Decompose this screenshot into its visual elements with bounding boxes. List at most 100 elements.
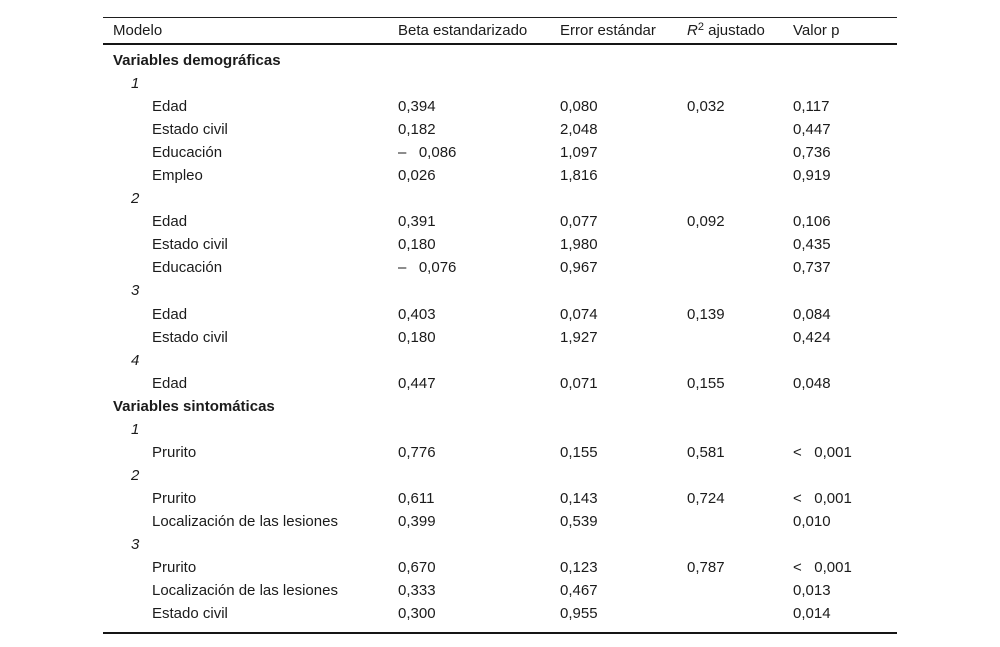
cell-label: 1: [131, 75, 140, 93]
cell-beta: – 0,086: [398, 144, 457, 162]
column-header-r2-ajustado: R2 ajustado: [687, 21, 793, 39]
table-row: Edad 0,394 0,080 0,032 0,117: [103, 95, 897, 118]
cell-r2-ajustado: 0,092: [687, 213, 725, 231]
column-header-modelo: Modelo: [113, 22, 163, 39]
cell-valor-p: 0,014: [793, 605, 831, 623]
table-row: 2: [103, 187, 897, 210]
cell-beta: 0,180: [398, 328, 436, 346]
cell-label: Prurito: [152, 443, 197, 461]
cell-label: Estado civil: [152, 236, 228, 254]
r2-symbol: R: [687, 22, 698, 39]
cell-valor-p: < 0,001: [793, 489, 852, 507]
table-row: Prurito 0,670 0,123 0,787 < 0,001: [103, 556, 897, 579]
cell-valor-p: 0,919: [793, 167, 831, 185]
table-row: Educación – 0,086 1,097 0,736: [103, 141, 897, 164]
cell-label: Educación: [152, 144, 223, 162]
cell-valor-p: 0,013: [793, 582, 831, 600]
cell-label: 2: [131, 466, 140, 484]
cell-error-estandar: 1,097: [560, 144, 598, 162]
table-row: 1: [103, 72, 897, 95]
table-row: Localización de las lesiones 0,399 0,539 0,…: [103, 510, 897, 533]
cell-beta: 0,333: [398, 582, 436, 600]
cell-r2-ajustado: 0,032: [687, 98, 725, 116]
cell-valor-p: 0,447: [793, 121, 831, 139]
column-header-valor-p: Valor p: [793, 22, 840, 39]
cell-error-estandar: 2,048: [560, 121, 598, 139]
cell-valor-p: 0,435: [793, 236, 831, 254]
cell-error-estandar: 0,143: [560, 489, 598, 507]
column-header-beta-estandarizado: Beta estandarizado: [398, 22, 528, 39]
cell-error-estandar: 1,927: [560, 328, 598, 346]
table-row: 3: [103, 279, 897, 302]
cell-beta: 0,180: [398, 236, 436, 254]
cell-beta: 0,026: [398, 167, 436, 185]
table-header-row: Modelo Beta estandarizado Error estándar…: [103, 17, 897, 45]
cell-label: Variables demográficas: [113, 52, 281, 70]
cell-valor-p: 0,048: [793, 374, 831, 392]
cell-label: Prurito: [152, 489, 197, 507]
cell-valor-p: 0,736: [793, 144, 831, 162]
column-header-error-estandar: Error estándar: [560, 22, 656, 39]
cell-error-estandar: 0,967: [560, 259, 598, 277]
cell-valor-p: 0,106: [793, 213, 831, 231]
cell-error-estandar: 0,074: [560, 305, 598, 323]
cell-label: 2: [131, 190, 140, 208]
table-row: 4: [103, 349, 897, 372]
cell-label: Variables sintomáticas: [113, 397, 275, 415]
cell-valor-p: 0,737: [793, 259, 831, 277]
cell-r2-ajustado: 0,724: [687, 489, 725, 507]
cell-label: Localización de las lesiones: [152, 582, 338, 600]
regression-table: Modelo Beta estandarizado Error estándar…: [103, 17, 897, 635]
table-row: Variables sintomáticas: [103, 395, 897, 418]
table-row: Edad 0,403 0,074 0,139 0,084: [103, 303, 897, 326]
cell-label: Edad: [152, 374, 188, 392]
cell-error-estandar: 1,816: [560, 167, 598, 185]
cell-error-estandar: 0,539: [560, 512, 598, 530]
cell-label: Edad: [152, 98, 188, 116]
cell-beta: 0,611: [398, 489, 435, 507]
table-row: Prurito 0,611 0,143 0,724 < 0,001: [103, 487, 897, 510]
cell-beta: 0,300: [398, 605, 436, 623]
table-row: Edad 0,391 0,077 0,092 0,106: [103, 210, 897, 233]
cell-label: 3: [131, 536, 140, 553]
table-row: 2: [103, 464, 897, 487]
cell-label: Localización de las lesiones: [152, 512, 338, 530]
cell-error-estandar: 0,077: [560, 213, 598, 231]
cell-valor-p: 0,424: [793, 328, 831, 346]
cell-label: Prurito: [152, 559, 197, 577]
table-row: 3: [103, 533, 897, 556]
cell-valor-p: 0,117: [793, 98, 830, 116]
cell-label: Estado civil: [152, 605, 228, 623]
cell-label: Estado civil: [152, 328, 228, 346]
table-row: Localización de las lesiones 0,333 0,467 0,…: [103, 579, 897, 602]
cell-r2-ajustado: 0,155: [687, 374, 725, 392]
cell-r2-ajustado: 0,787: [687, 559, 725, 577]
cell-error-estandar: 1,980: [560, 236, 598, 254]
cell-error-estandar: 0,467: [560, 582, 598, 600]
cell-r2-ajustado: 0,581: [687, 443, 725, 461]
cell-valor-p: < 0,001: [793, 443, 852, 461]
cell-label: Edad: [152, 305, 188, 323]
cell-label: Edad: [152, 213, 188, 231]
cell-beta: 0,776: [398, 443, 436, 461]
cell-valor-p: 0,010: [793, 512, 831, 530]
cell-label: 3: [131, 282, 140, 300]
table-row: Edad 0,447 0,071 0,155 0,048: [103, 372, 897, 395]
table-body: Variables demográficas 1 Edad 0,394 0,080 0,0…: [103, 45, 897, 635]
cell-error-estandar: 0,955: [560, 605, 598, 623]
cell-beta: 0,670: [398, 559, 436, 577]
cell-valor-p: < 0,001: [793, 559, 852, 577]
cell-beta: 0,182: [398, 121, 436, 139]
cell-error-estandar: 0,123: [560, 559, 598, 577]
cell-error-estandar: 0,071: [560, 374, 598, 392]
table-row: Educación – 0,076 0,967 0,737: [103, 256, 897, 279]
r2-superscript: 2: [697, 21, 704, 33]
cell-label: Educación: [152, 259, 223, 277]
cell-beta: 0,391: [398, 213, 436, 231]
table-row: Empleo 0,026 1,816 0,919: [103, 164, 897, 187]
r2-label-rest: ajustado: [703, 22, 765, 39]
cell-beta: 0,399: [398, 512, 436, 530]
cell-beta: – 0,076: [398, 259, 457, 277]
table-row: Estado civil 0,180 1,980 0,435: [103, 233, 897, 256]
